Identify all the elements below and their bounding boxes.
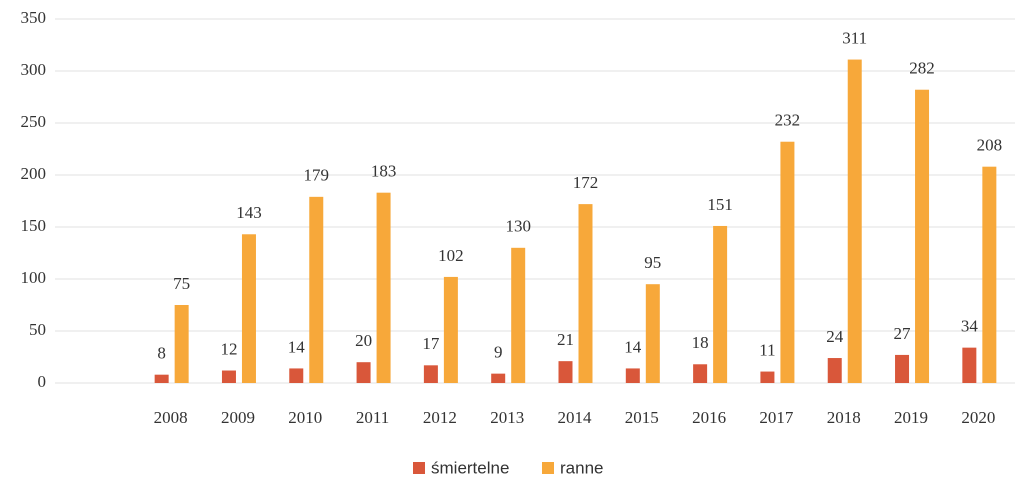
y-tick-label: 300 — [21, 60, 47, 79]
x-tick-label: 2015 — [625, 408, 659, 427]
value-label: 9 — [494, 343, 503, 362]
value-label: 27 — [894, 324, 912, 343]
x-tick-label: 2016 — [692, 408, 726, 427]
y-tick-label: 0 — [38, 372, 47, 391]
value-label: 179 — [304, 166, 330, 185]
value-label: 20 — [355, 331, 372, 350]
legend-label: śmiertelne — [431, 458, 509, 477]
x-tick-label: 2012 — [423, 408, 457, 427]
bar — [154, 374, 169, 383]
bar — [827, 358, 842, 383]
bar — [309, 196, 324, 383]
value-label: 172 — [573, 173, 599, 192]
bar — [578, 204, 593, 383]
bar — [693, 364, 708, 383]
bar — [174, 305, 189, 383]
x-tick-label: 2010 — [288, 408, 322, 427]
value-label: 34 — [961, 317, 979, 336]
value-label: 208 — [977, 136, 1003, 155]
value-label: 8 — [157, 344, 166, 363]
bar — [289, 368, 304, 383]
x-tick-label: 2019 — [894, 408, 928, 427]
value-label: 14 — [288, 337, 306, 356]
bar — [713, 225, 728, 383]
bar — [558, 361, 573, 383]
value-label: 311 — [842, 28, 867, 47]
bar — [241, 234, 256, 383]
bar — [915, 89, 930, 383]
bar — [962, 347, 977, 383]
x-tick-label: 2017 — [759, 408, 794, 427]
bar — [511, 247, 526, 383]
value-label: 143 — [236, 203, 262, 222]
x-tick-label: 2008 — [154, 408, 188, 427]
value-label: 183 — [371, 162, 397, 181]
bar — [356, 362, 371, 383]
x-tick-label: 2018 — [827, 408, 861, 427]
value-label: 102 — [438, 246, 464, 265]
y-tick-label: 200 — [21, 164, 47, 183]
bar — [491, 373, 506, 383]
bar — [625, 368, 640, 383]
bar — [443, 276, 458, 383]
bar — [221, 370, 236, 383]
value-label: 151 — [707, 195, 733, 214]
bar — [982, 166, 997, 383]
value-label: 75 — [173, 274, 190, 293]
value-label: 11 — [759, 340, 775, 359]
x-tick-label: 2011 — [356, 408, 389, 427]
bar — [760, 371, 775, 383]
y-tick-label: 50 — [29, 320, 46, 339]
bar — [895, 354, 910, 383]
legend-swatch — [413, 462, 425, 474]
x-tick-label: 2009 — [221, 408, 255, 427]
bar — [645, 284, 660, 383]
value-label: 232 — [775, 111, 801, 130]
legend-label: ranne — [560, 458, 603, 477]
x-tick-label: 2014 — [558, 408, 593, 427]
y-tick-label: 250 — [21, 112, 47, 131]
bar — [376, 192, 391, 383]
x-tick-label: 2020 — [961, 408, 995, 427]
value-label: 18 — [692, 333, 709, 352]
value-label: 17 — [422, 334, 440, 353]
bar — [423, 365, 438, 383]
legend: śmiertelne ranne — [413, 458, 603, 477]
y-tick-label: 100 — [21, 268, 47, 287]
x-tick-label: 2013 — [490, 408, 524, 427]
value-label: 21 — [557, 330, 574, 349]
value-label: 130 — [505, 217, 531, 236]
value-label: 14 — [624, 337, 642, 356]
value-label: 282 — [909, 59, 935, 78]
value-label: 24 — [826, 327, 844, 346]
bar — [780, 141, 795, 383]
bar — [847, 59, 862, 384]
value-label: 95 — [644, 253, 661, 272]
y-tick-label: 350 — [21, 8, 47, 27]
y-tick-label: 150 — [21, 216, 47, 235]
value-label: 12 — [220, 339, 237, 358]
legend-swatch — [542, 462, 554, 474]
